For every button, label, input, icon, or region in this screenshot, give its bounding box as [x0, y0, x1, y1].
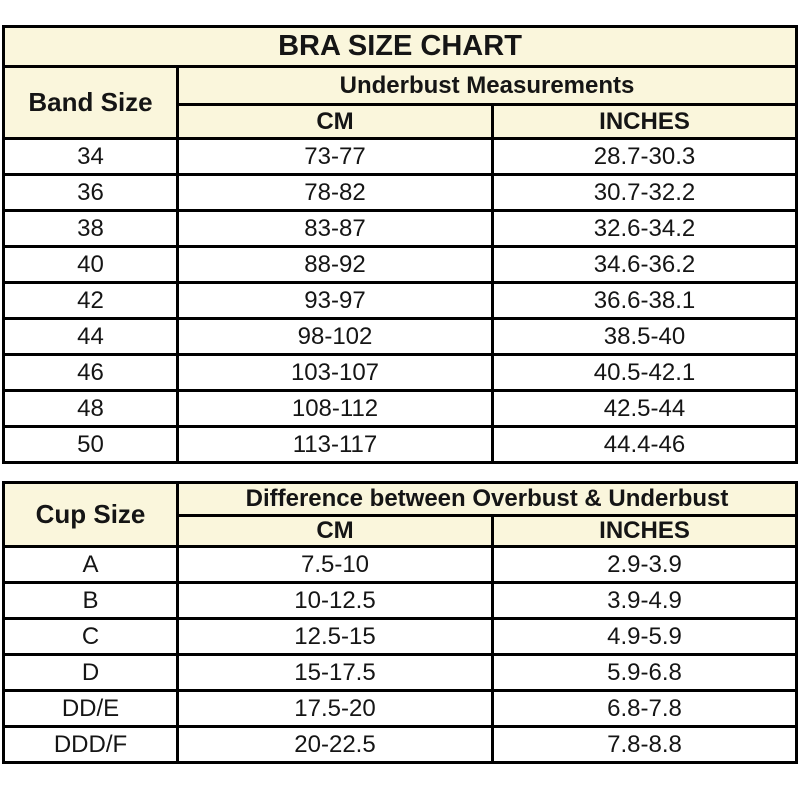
cup-inches-cell: 4.9-5.9 [490, 617, 799, 656]
band-size-header: Band Size [2, 65, 179, 140]
cup-cm-cell: 12.5-15 [176, 617, 494, 656]
band-cm-cell: 113-117 [176, 425, 494, 464]
table-row: 36 78-82 30.7-32.2 [2, 173, 799, 212]
cup-size-cell: C [2, 617, 179, 656]
cup-size-cell: D [2, 653, 179, 692]
band-inches-cell: 34.6-36.2 [490, 245, 799, 284]
band-inches-cell: 38.5-40 [490, 317, 799, 356]
band-inches-cell: 32.6-34.2 [490, 209, 799, 248]
cup-size-cell: A [2, 545, 179, 584]
band-size-cell: 42 [2, 281, 179, 320]
cup-cm-cell: 10-12.5 [176, 581, 494, 620]
table-row: DD/E 17.5-20 6.8-7.8 [2, 689, 799, 728]
band-cm-cell: 83-87 [176, 209, 494, 248]
band-inches-cell: 40.5-42.1 [490, 353, 799, 392]
band-cm-cell: 78-82 [176, 173, 494, 212]
band-inches-cell: 30.7-32.2 [490, 173, 799, 212]
difference-group-header: Difference between Overbust & Underbust [175, 481, 799, 517]
cup-inches-cell: 3.9-4.9 [490, 581, 799, 620]
table-row: 40 88-92 34.6-36.2 [2, 245, 799, 284]
table-row: C 12.5-15 4.9-5.9 [2, 617, 799, 656]
band-size-cell: 38 [2, 209, 179, 248]
band-inches-cell: 36.6-38.1 [490, 281, 799, 320]
band-cm-cell: 73-77 [176, 137, 494, 176]
band-size-cell: 44 [2, 317, 179, 356]
cup-inches-cell: 6.8-7.8 [490, 689, 799, 728]
cup-inches-cell: 2.9-3.9 [490, 545, 799, 584]
cup-inches-cell: 5.9-6.8 [490, 653, 799, 692]
cup-size-header: Cup Size [2, 481, 179, 548]
table-row: D 15-17.5 5.9-6.8 [2, 653, 799, 692]
band-cm-cell: 98-102 [176, 317, 494, 356]
band-cm-cell: 108-112 [176, 389, 494, 428]
cup-cm-cell: 17.5-20 [176, 689, 494, 728]
cup-cm-cell: 20-22.5 [176, 725, 494, 764]
page-title: BRA SIZE CHART [1, 25, 799, 68]
band-inches-cell: 42.5-44 [490, 389, 799, 428]
table-row: B 10-12.5 3.9-4.9 [2, 581, 799, 620]
band-cm-cell: 103-107 [176, 353, 494, 392]
cup-cm-header: CM [176, 514, 494, 548]
cup-size-cell: DD/E [2, 689, 179, 728]
band-cm-cell: 88-92 [176, 245, 494, 284]
band-inches-header: INCHES [490, 103, 799, 140]
table-row: 50 113-117 44.4-46 [2, 425, 799, 464]
cup-cm-cell: 15-17.5 [176, 653, 494, 692]
band-size-cell: 48 [2, 389, 179, 428]
band-cm-cell: 93-97 [176, 281, 494, 320]
band-cm-header: CM [176, 103, 494, 140]
table-row: 34 73-77 28.7-30.3 [2, 137, 799, 176]
band-size-cell: 50 [2, 425, 179, 464]
band-inches-cell: 44.4-46 [490, 425, 799, 464]
table-row: 48 108-112 42.5-44 [2, 389, 799, 428]
band-size-cell: 34 [2, 137, 179, 176]
band-size-table: BRA SIZE CHART Band Size Underbust Measu… [1, 25, 799, 464]
table-row: DDD/F 20-22.5 7.8-8.8 [2, 725, 799, 764]
table-row: 46 103-107 40.5-42.1 [2, 353, 799, 392]
table-row: A 7.5-10 2.9-3.9 [2, 545, 799, 584]
band-size-cell: 36 [2, 173, 179, 212]
band-inches-cell: 28.7-30.3 [490, 137, 799, 176]
cup-inches-cell: 7.8-8.8 [490, 725, 799, 764]
table-row: 44 98-102 38.5-40 [2, 317, 799, 356]
cup-cm-cell: 7.5-10 [176, 545, 494, 584]
table-row: 42 93-97 36.6-38.1 [2, 281, 799, 320]
cup-size-cell: DDD/F [2, 725, 179, 764]
table-row: 38 83-87 32.6-34.2 [2, 209, 799, 248]
underbust-measurements-header: Underbust Measurements [175, 65, 799, 106]
cup-size-cell: B [2, 581, 179, 620]
band-size-cell: 46 [2, 353, 179, 392]
cup-size-table: Cup Size Difference between Overbust & U… [2, 481, 799, 764]
band-size-cell: 40 [2, 245, 179, 284]
cup-inches-header: INCHES [490, 514, 799, 548]
